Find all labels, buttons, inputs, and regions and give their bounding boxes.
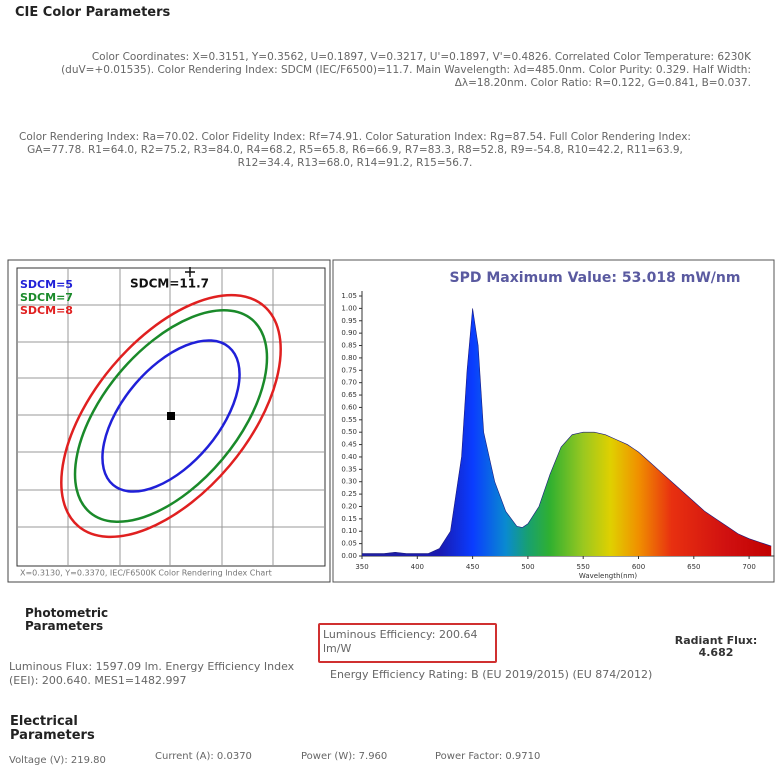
x-tick-label: 650 [687, 563, 700, 571]
y-tick-label: 0.25 [341, 490, 357, 498]
metric: Luminous Flux: 1597.09 lm. Energy Effici… [9, 660, 295, 687]
metric: Voltage (V): 219.80 [9, 755, 106, 766]
y-tick-label: 0.90 [341, 329, 357, 337]
chart-title: SPD Maximum Value: 53.018 mW/nm [450, 270, 741, 286]
y-tick-label: 1.00 [341, 304, 357, 312]
highlight-box: Luminous Efficiency: 200.64 lm/W [318, 623, 497, 663]
y-tick-label: 0.40 [341, 453, 357, 461]
y-tick-label: 0.80 [341, 354, 357, 362]
y-tick-label: 0.60 [341, 403, 357, 411]
sdcm-ellipse [73, 309, 269, 523]
spectrum-line [362, 308, 772, 554]
y-tick-label: 0.70 [341, 379, 357, 387]
x-tick-label: 400 [411, 563, 424, 571]
x-tick-label: 700 [742, 563, 755, 571]
y-tick-label: 0.00 [341, 552, 357, 560]
metric: Energy Efficiency Rating: B (EU 2019/201… [330, 668, 653, 681]
paragraph: Color Rendering Index: Ra=70.02. Color F… [19, 131, 691, 169]
section-title: Photometric Parameters [25, 606, 109, 633]
metric: Power Factor: 0.9710 [435, 751, 541, 762]
metric: Radiant Flux: 4.682 [674, 634, 758, 659]
section-title: Electrical Parameters [10, 714, 95, 743]
y-tick-label: 0.20 [341, 502, 357, 510]
x-axis-label: Wavelength(nm) [579, 572, 638, 580]
y-tick-label: 0.15 [341, 515, 357, 523]
x-tick-label: 450 [466, 563, 479, 571]
y-tick-label: 0.05 [341, 540, 357, 548]
section-title: CIE Color Parameters [15, 5, 171, 20]
y-tick-label: 0.55 [341, 416, 357, 424]
y-tick-label: 0.10 [341, 527, 357, 535]
x-tick-label: 550 [577, 563, 590, 571]
y-tick-label: 1.05 [341, 292, 357, 300]
y-tick-label: 0.75 [341, 366, 357, 374]
y-tick-label: 0.35 [341, 465, 357, 473]
y-tick-label: 0.65 [341, 391, 357, 399]
chart-title: SDCM=11.7 [130, 277, 209, 291]
spectrum-area [362, 308, 772, 556]
y-tick-label: 0.45 [341, 441, 357, 449]
sdcm-ellipse [60, 293, 282, 539]
legend-label: SDCM=8 [20, 304, 73, 317]
y-tick-label: 0.85 [341, 342, 357, 350]
legend-label: SDCM=5 [20, 278, 73, 291]
legend-label: SDCM=7 [20, 291, 73, 304]
y-tick-label: 0.95 [341, 317, 357, 325]
measure-point [185, 267, 195, 277]
y-tick-label: 0.30 [341, 478, 357, 486]
y-tick-label: 0.50 [341, 428, 357, 436]
chart-caption: X=0.3130, Y=0.3370, IEC/F6500K Color Ren… [20, 569, 272, 578]
center-point [167, 412, 175, 420]
metric: Current (A): 0.0370 [155, 751, 252, 762]
x-tick-label: 500 [521, 563, 534, 571]
sdcm-ellipse [101, 339, 241, 493]
paragraph: Color Coordinates: X=0.3151, Y=0.3562, U… [61, 51, 751, 89]
x-tick-label: 350 [355, 563, 368, 571]
x-tick-label: 600 [632, 563, 645, 571]
metric: Power (W): 7.960 [301, 751, 388, 762]
